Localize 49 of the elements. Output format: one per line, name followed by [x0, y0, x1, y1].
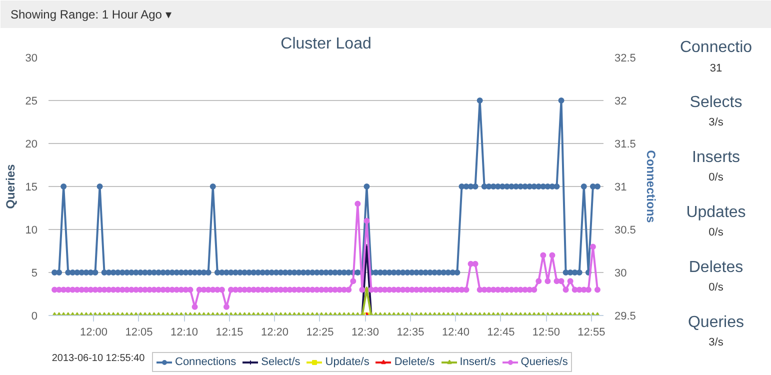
legend-label: Queries/s [520, 356, 568, 368]
y-tick-label: 10 [25, 224, 38, 236]
text: Selects [690, 94, 742, 111]
text: Connectio [680, 39, 752, 56]
legend-label: Update/s [325, 356, 370, 368]
x-tick-label: 12:25 [306, 326, 334, 338]
y-tick-label: 5 [31, 268, 38, 280]
y2-tick-label: 32 [614, 96, 627, 108]
text: 3/s [708, 336, 724, 348]
chart-title: Cluster Load [280, 36, 372, 52]
text: 31 [710, 62, 722, 74]
y-axis-title: Queries [3, 164, 18, 209]
y2-tick-label: 30 [614, 268, 627, 280]
text: Showing Range: 1 Hour Ago ▾ [10, 8, 172, 22]
x-tick-label: 12:35 [396, 326, 424, 338]
text: 0/s [708, 282, 724, 294]
y2-tick-label: 29.5 [614, 310, 636, 322]
legend-label: Insert/s [460, 356, 496, 368]
text: 3/s [708, 116, 724, 128]
y2-tick-label: 30.5 [614, 224, 636, 236]
text: 2013-06-10 12:55:40 [52, 353, 146, 364]
x-tick-label: 12:30 [351, 326, 379, 338]
x-tick-label: 12:50 [532, 326, 560, 338]
x-tick-label: 12:15 [216, 326, 244, 338]
x-tick-label: 12:10 [170, 326, 198, 338]
y-tick-label: 15 [25, 182, 38, 194]
text: Updates [686, 204, 746, 221]
y-tick-label: 30 [25, 52, 38, 64]
legend-label: Connections [175, 356, 236, 368]
y2-tick-label: 31 [614, 182, 627, 194]
text: 0/s [708, 172, 724, 184]
y-tick-label: 25 [25, 96, 38, 108]
text: 0/s [708, 226, 724, 238]
text: Deletes [688, 259, 744, 276]
x-tick-label: 12:45 [487, 326, 515, 338]
x-tick-label: 12:00 [80, 326, 108, 338]
legend-label: Select/s [261, 356, 300, 368]
y2-tick-label: 32.5 [614, 52, 636, 64]
text: Inserts [692, 149, 740, 166]
x-tick-label: 12:05 [125, 326, 153, 338]
x-tick-label: 12:20 [260, 326, 288, 338]
y2-axis-title: Connections [644, 150, 658, 224]
y-tick-label: 20 [25, 138, 38, 150]
x-tick-label: 12:40 [442, 326, 470, 338]
x-tick-label: 12:55 [578, 326, 606, 338]
y-tick-label: 0 [31, 310, 38, 322]
text: Queries [688, 314, 744, 331]
y2-tick-label: 31.5 [614, 138, 636, 150]
legend-label: Delete/s [394, 356, 435, 368]
